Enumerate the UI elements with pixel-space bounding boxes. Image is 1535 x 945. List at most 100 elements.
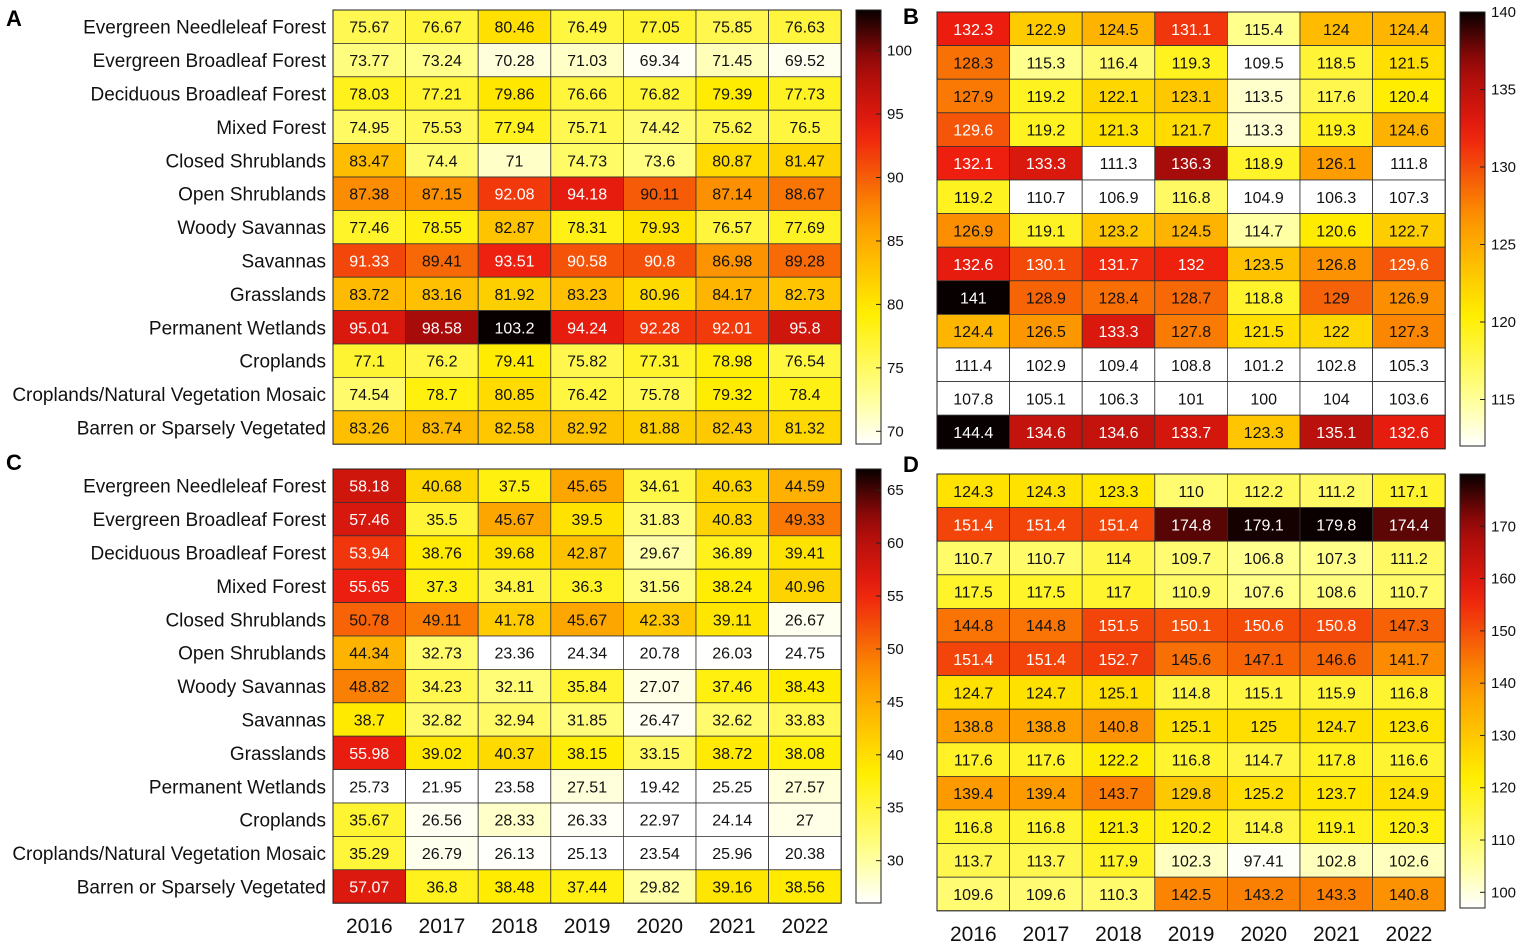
cell-value-label: 136.3 bbox=[1171, 156, 1211, 173]
heatmap-cell bbox=[695, 702, 769, 737]
cell-value-label: 87.38 bbox=[349, 187, 389, 204]
cell-value-label: 106.9 bbox=[1098, 190, 1138, 207]
cell-value-label: 132 bbox=[1178, 257, 1205, 274]
heatmap-cell bbox=[1299, 641, 1373, 676]
cell-value-label: 58.18 bbox=[349, 479, 389, 496]
heatmap-cell bbox=[1227, 708, 1301, 744]
cell-value-label: 111.3 bbox=[1100, 156, 1138, 173]
cell-value-label: 144.8 bbox=[953, 618, 993, 635]
cell-value-label: 78.03 bbox=[349, 87, 389, 104]
heatmap-cell bbox=[623, 43, 697, 78]
cell-value-label: 87.15 bbox=[422, 187, 462, 204]
heatmap-cell bbox=[1227, 246, 1301, 282]
cell-value-label: 139.4 bbox=[1026, 786, 1066, 803]
heatmap-cell bbox=[1154, 708, 1228, 744]
heatmap-cell bbox=[623, 410, 697, 445]
cell-value-label: 74.95 bbox=[349, 120, 389, 137]
colorbar-tick-label: 120 bbox=[1491, 314, 1516, 331]
cell-value-label: 115.4 bbox=[1244, 22, 1283, 39]
heatmap-cell bbox=[1227, 876, 1301, 912]
heatmap-cell bbox=[1299, 540, 1373, 576]
cell-value-label: 26.56 bbox=[422, 813, 462, 830]
cell-value-label: 45.67 bbox=[567, 612, 607, 629]
heatmap-cell bbox=[332, 702, 406, 737]
cell-value-label: 76.57 bbox=[712, 220, 752, 237]
heatmap-cell bbox=[1299, 742, 1373, 777]
heatmap-cell bbox=[623, 836, 697, 871]
cell-value-label: 76.67 bbox=[422, 20, 462, 37]
cell-value-label: 27 bbox=[796, 813, 814, 830]
colorbar-tick-label: 30 bbox=[887, 853, 904, 870]
cell-value-label: 77.21 bbox=[422, 87, 462, 104]
heatmap-cell bbox=[1372, 540, 1446, 576]
cell-value-label: 31.83 bbox=[640, 512, 680, 529]
heatmap-cell bbox=[477, 869, 552, 904]
heatmap-cell bbox=[1227, 473, 1301, 508]
heatmap-cell bbox=[405, 769, 479, 804]
heatmap-cell bbox=[1081, 246, 1156, 282]
heatmap-cell bbox=[1372, 179, 1446, 214]
cell-value-label: 125.2 bbox=[1244, 786, 1284, 803]
heatmap-cell bbox=[623, 343, 697, 378]
cell-value-label: 78.98 bbox=[712, 354, 752, 371]
heatmap-cell bbox=[623, 209, 697, 245]
heatmap-cell bbox=[1009, 246, 1083, 282]
heatmap-cell bbox=[1081, 776, 1156, 811]
colorbar-tick-label: 35 bbox=[887, 800, 904, 817]
row-label: Grasslands bbox=[230, 744, 326, 765]
cell-value-label: 133.7 bbox=[1171, 425, 1211, 442]
heatmap-cell bbox=[550, 176, 624, 211]
cell-value-label: 73.24 bbox=[422, 53, 462, 70]
cell-value-label: 103.2 bbox=[494, 320, 534, 337]
cell-value-label: 90.8 bbox=[644, 254, 675, 271]
cell-value-label: 26.03 bbox=[712, 646, 752, 663]
cell-value-label: 38.43 bbox=[785, 679, 825, 696]
cell-value-label: 73.6 bbox=[644, 153, 675, 170]
heatmap-cell bbox=[1154, 608, 1228, 643]
cell-value-label: 116.8 bbox=[1389, 685, 1428, 702]
heatmap-cell bbox=[1009, 313, 1083, 349]
heatmap-cell bbox=[1299, 112, 1373, 147]
cell-value-label: 29.67 bbox=[640, 546, 680, 563]
cell-value-label: 93.51 bbox=[494, 254, 534, 271]
heatmap-cell bbox=[1009, 876, 1083, 912]
cell-value-label: 142.5 bbox=[1171, 887, 1211, 904]
heatmap-cell bbox=[936, 708, 1010, 744]
heatmap-cell bbox=[332, 376, 406, 412]
cell-value-label: 106.8 bbox=[1244, 551, 1284, 568]
colorbar-tick-label: 160 bbox=[1491, 571, 1516, 588]
cell-value-label: 57.07 bbox=[349, 880, 389, 897]
cell-value-label: 110 bbox=[1178, 484, 1204, 501]
cell-value-label: 140.8 bbox=[1389, 887, 1429, 904]
heatmap-cell bbox=[768, 769, 842, 804]
heatmap-cell bbox=[1372, 11, 1446, 46]
heatmap-cell bbox=[332, 410, 406, 445]
panel-letter: A bbox=[6, 6, 22, 31]
row-label: Barren or Sparsely Vegetated bbox=[77, 878, 326, 899]
cell-value-label: 110.7 bbox=[1026, 551, 1065, 568]
heatmap-cell bbox=[1154, 11, 1228, 46]
heatmap-cell bbox=[550, 243, 624, 278]
cell-value-label: 132.1 bbox=[953, 156, 993, 173]
heatmap-cell bbox=[936, 145, 1010, 181]
row-label: Woody Savannas bbox=[177, 218, 326, 239]
year-tick-label: 2020 bbox=[1240, 923, 1287, 945]
cell-value-label: 124.4 bbox=[953, 324, 993, 341]
heatmap-cell bbox=[405, 176, 479, 211]
heatmap-cell bbox=[1299, 313, 1373, 349]
colorbar-tick-label: 110 bbox=[1491, 832, 1515, 849]
heatmap-cell bbox=[1299, 608, 1373, 643]
cell-value-label: 121.3 bbox=[1098, 123, 1138, 140]
heatmap-cell bbox=[550, 109, 624, 144]
heatmap-cell bbox=[623, 176, 697, 211]
cell-value-label: 34.61 bbox=[640, 479, 680, 496]
cell-value-label: 21.95 bbox=[422, 779, 462, 796]
cell-value-label: 102.3 bbox=[1171, 853, 1211, 870]
heatmap-cell bbox=[768, 343, 842, 378]
heatmap-cell bbox=[936, 809, 1010, 844]
heatmap-cell bbox=[1154, 574, 1228, 609]
year-tick-label: 2016 bbox=[346, 915, 393, 938]
year-tick-label: 2018 bbox=[1095, 923, 1142, 945]
cell-value-label: 55.98 bbox=[349, 746, 389, 763]
heatmap-cell bbox=[1081, 45, 1156, 80]
